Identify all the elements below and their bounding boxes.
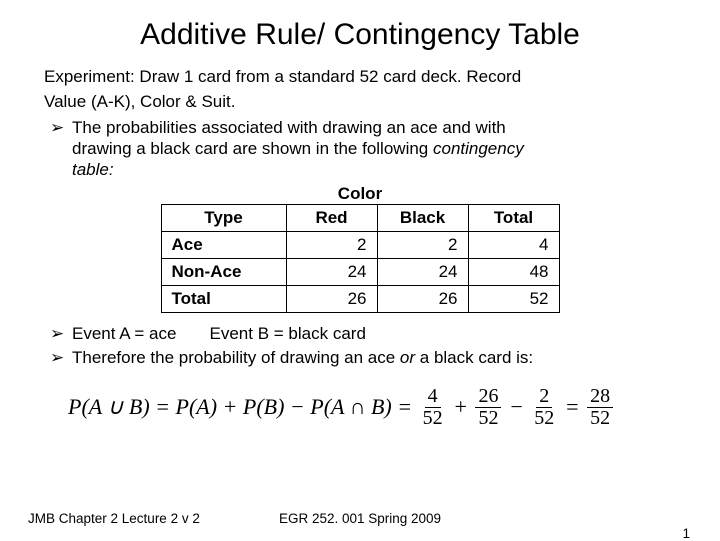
bullet-events: Event A = ace Event B = black card [44,323,676,344]
cell: 26 [377,286,468,313]
col-header-type: Type [161,205,286,232]
bullet-text: a black card is: [415,348,533,367]
slide: Additive Rule/ Contingency Table Experim… [0,0,720,429]
plus-sign: + [448,394,474,420]
row-label: Non-Ace [161,259,286,286]
experiment-line-2: Value (A-K), Color & Suit. [44,91,676,112]
equals-sign: = [559,394,585,420]
frac-num: 26 [475,386,501,408]
cell: 24 [377,259,468,286]
frac-num: 4 [425,386,441,408]
fraction: 4 52 [420,386,446,429]
slide-footer: JMB Chapter 2 Lecture 2 v 2 EGR 252. 001… [0,511,720,526]
table-row: Total 26 26 52 [161,286,559,313]
frac-num: 28 [587,386,613,408]
formula-row: P(A ∪ B) = P(A) + P(B) − P(A ∩ B) = 4 52… [68,386,676,429]
bullet-list-2: Event A = ace Event B = black card There… [44,323,676,368]
cell: 26 [286,286,377,313]
minus-sign: − [503,394,529,420]
frac-den: 52 [475,408,501,429]
cell: 24 [286,259,377,286]
fraction: 28 52 [587,386,613,429]
col-header-black: Black [377,205,468,232]
fraction: 2 52 [531,386,557,429]
bullet-text: drawing a black card are shown in the fo… [72,139,433,158]
col-header-red: Red [286,205,377,232]
formula-lhs: P(A ∪ B) = P(A) + P(B) − P(A ∩ B) = [68,394,418,420]
bullet-text: The probabilities associated with drawin… [72,118,506,137]
footer-left: JMB Chapter 2 Lecture 2 v 2 [28,511,200,526]
bullet-text-italic: table: [72,160,114,179]
formula-block: P(A ∪ B) = P(A) + P(B) − P(A ∩ B) = 4 52… [68,386,676,429]
frac-num: 2 [536,386,552,408]
cell: 2 [377,232,468,259]
fraction: 26 52 [475,386,501,429]
cell: 2 [286,232,377,259]
cell: 52 [468,286,559,313]
cell: 4 [468,232,559,259]
frac-den: 52 [587,408,613,429]
table-header-row: Type Red Black Total [161,205,559,232]
row-label: Ace [161,232,286,259]
table-group-header: Color [44,184,676,204]
experiment-line-1: Experiment: Draw 1 card from a standard … [44,66,676,87]
col-header-total: Total [468,205,559,232]
event-a-text: Event A = ace [72,324,176,343]
frac-den: 52 [531,408,557,429]
row-label: Total [161,286,286,313]
cell: 48 [468,259,559,286]
footer-right: 1 [682,526,690,541]
bullet-text-italic: contingency [433,139,524,158]
contingency-table: Type Red Black Total Ace 2 2 4 Non-Ace 2… [161,204,560,313]
event-b-text: Event B = black card [210,324,366,343]
bullet-therefore: Therefore the probability of drawing an … [44,347,676,368]
bullet-text-italic: or [400,348,415,367]
table-row: Non-Ace 24 24 48 [161,259,559,286]
slide-title: Additive Rule/ Contingency Table [44,18,676,52]
table-row: Ace 2 2 4 [161,232,559,259]
frac-den: 52 [420,408,446,429]
bullet-probabilities: The probabilities associated with drawin… [44,117,676,181]
bullet-text: Therefore the probability of drawing an … [72,348,400,367]
bullet-list-1: The probabilities associated with drawin… [44,117,676,181]
